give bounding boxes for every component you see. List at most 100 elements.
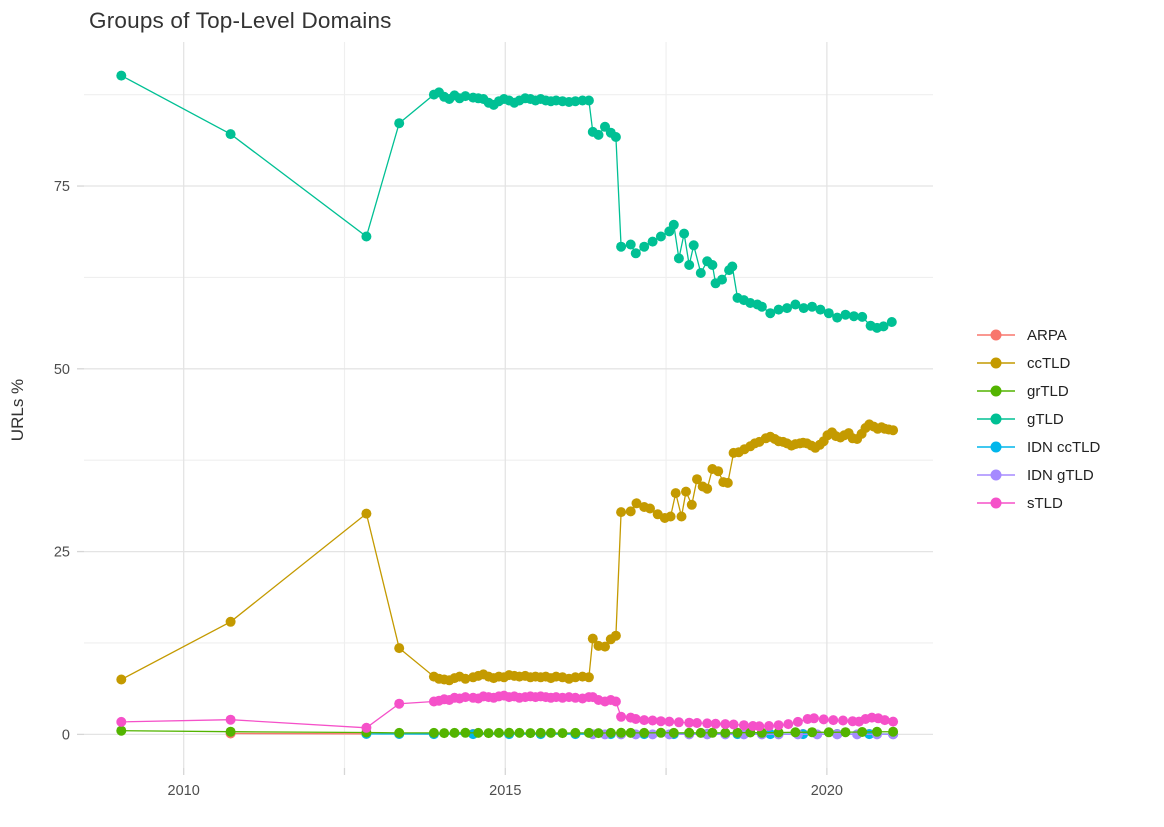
data-point: [583, 95, 594, 106]
data-point: [840, 727, 851, 738]
series-line: [120, 423, 894, 681]
data-point: [225, 726, 236, 737]
data-point: [710, 718, 721, 729]
y-tick-label: 25: [54, 545, 70, 561]
legend-key-icon: [977, 497, 1015, 509]
data-point: [605, 727, 616, 738]
legend-key-icon: [977, 357, 1015, 369]
data-point: [655, 716, 666, 727]
x-axis-labels: 2010 2015 2020: [168, 783, 843, 799]
series-line: [120, 75, 893, 329]
series-grtld: [116, 725, 899, 739]
x-tick-label: 2010: [168, 783, 200, 799]
data-point: [815, 304, 826, 315]
x-tick-label: 2020: [811, 783, 843, 799]
data-point: [673, 717, 684, 728]
data-point: [686, 499, 697, 510]
data-point: [504, 727, 515, 738]
data-point: [756, 301, 767, 312]
data-point: [116, 725, 127, 736]
data-point: [809, 713, 819, 724]
data-point: [807, 727, 818, 738]
data-point: [616, 727, 627, 738]
y-tick-label: 50: [54, 362, 70, 378]
data-point: [460, 727, 471, 738]
data-point: [557, 728, 568, 739]
data-point: [116, 70, 127, 81]
y-tick-label: 75: [54, 179, 70, 195]
data-point: [754, 721, 765, 732]
data-point: [610, 132, 621, 142]
legend-key-icon: [977, 385, 1015, 397]
legend-key-icon: [977, 329, 1015, 341]
data-point: [765, 308, 776, 319]
data-point: [720, 719, 731, 730]
legend-item-idn-cctld: IDN ccTLD: [977, 433, 1100, 461]
data-point: [625, 727, 636, 738]
legend-item-gtld: gTLD: [977, 405, 1100, 433]
data-point: [361, 722, 372, 733]
data-point: [695, 268, 706, 278]
legend-key-icon: [977, 469, 1015, 481]
data-point: [707, 727, 718, 738]
data-point: [681, 486, 691, 497]
data-point: [717, 274, 727, 285]
legend-label: gTLD: [1027, 410, 1064, 428]
data-point: [639, 715, 650, 726]
data-point: [879, 715, 890, 726]
data-point: [684, 717, 695, 728]
data-point: [722, 477, 733, 488]
y-axis-labels: 0 25 50 75: [54, 179, 70, 743]
data-point: [439, 728, 450, 739]
data-point: [773, 304, 784, 315]
data-point: [738, 720, 749, 731]
data-point: [616, 711, 627, 722]
data-point: [639, 241, 650, 252]
data-point: [394, 727, 405, 738]
data-point: [676, 511, 687, 522]
data-point: [570, 727, 581, 738]
data-point: [630, 714, 641, 724]
data-point: [616, 507, 627, 518]
data-point: [394, 643, 405, 654]
grid-minor: [84, 42, 933, 768]
y-tick-label: 0: [62, 727, 70, 743]
data-point: [713, 466, 724, 477]
data-point: [616, 241, 627, 252]
data-point: [630, 248, 641, 259]
data-point: [394, 118, 405, 129]
data-point: [631, 498, 642, 509]
legend-item-idn-gtld: IDN gTLD: [977, 461, 1100, 489]
data-point: [848, 311, 859, 322]
data-point: [790, 727, 801, 738]
data-point: [647, 729, 658, 740]
data-point: [695, 727, 706, 738]
data-point: [514, 727, 525, 738]
data-point: [625, 239, 636, 250]
legend-label: ARPA: [1027, 326, 1067, 344]
data-point: [361, 231, 372, 242]
data-point: [684, 727, 695, 738]
data-point: [647, 236, 658, 247]
data-point: [782, 303, 792, 314]
data-point: [483, 728, 494, 739]
data-point: [888, 726, 899, 737]
data-point: [888, 425, 899, 436]
series-cctld: [116, 419, 899, 686]
data-point: [838, 715, 848, 726]
grid-major: [84, 42, 933, 768]
legend-label: sTLD: [1027, 494, 1063, 512]
data-point: [823, 727, 834, 738]
legend-item-grtld: grTLD: [977, 377, 1100, 405]
data-point: [790, 299, 801, 310]
data-point: [818, 714, 829, 725]
legend-label: grTLD: [1027, 382, 1069, 400]
chart-title: Groups of Top-Level Domains: [89, 8, 392, 33]
data-point: [792, 716, 803, 727]
data-point: [807, 301, 818, 312]
data-point: [688, 240, 699, 251]
series-gtld: [116, 70, 897, 333]
data-point: [460, 692, 471, 703]
data-point: [720, 727, 731, 738]
